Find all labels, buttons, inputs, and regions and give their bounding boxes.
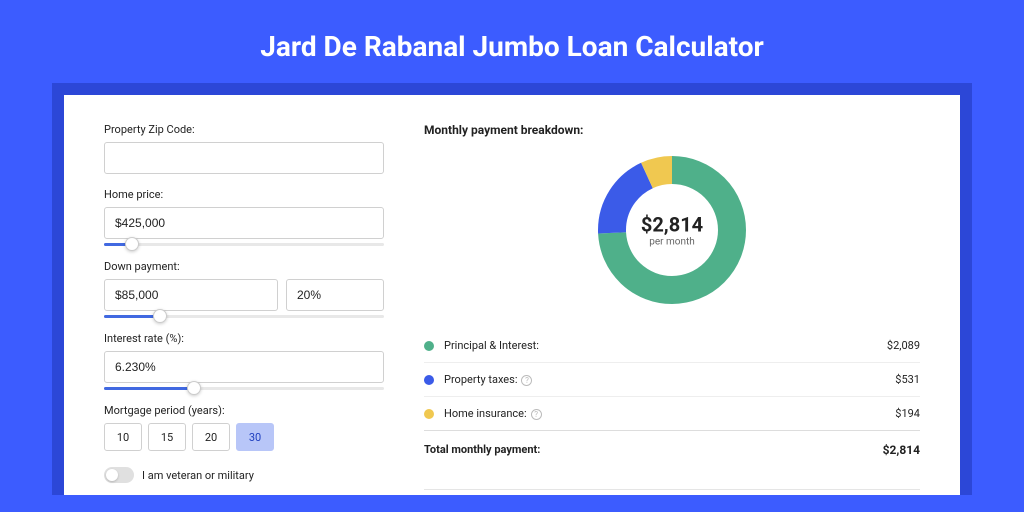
- breakdown-lines: Principal & Interest:$2,089Property taxe…: [424, 329, 920, 430]
- period-group: 10152030: [104, 423, 384, 451]
- breakdown-line: Home insurance:?$194: [424, 396, 920, 430]
- down-payment-pct-input[interactable]: [286, 279, 384, 311]
- legend-dot: [424, 375, 434, 385]
- info-icon[interactable]: ?: [521, 375, 532, 386]
- donut-wrap: $2,814 per month: [424, 155, 920, 305]
- period-btn-30[interactable]: 30: [236, 423, 274, 451]
- zip-field: Property Zip Code:: [104, 123, 384, 174]
- down-payment-input[interactable]: [104, 279, 278, 311]
- donut-sub: per month: [641, 237, 703, 248]
- toggle-knob: [106, 469, 118, 481]
- donut-chart: $2,814 per month: [597, 155, 747, 305]
- breakdown-panel: Monthly payment breakdown: $2,814 per mo…: [424, 123, 920, 495]
- down-payment-slider[interactable]: [104, 315, 384, 318]
- slider-thumb[interactable]: [187, 381, 201, 395]
- down-payment-label: Down payment:: [104, 260, 384, 273]
- breakdown-value: $531: [895, 373, 920, 386]
- home-price-field: Home price:: [104, 188, 384, 246]
- interest-field: Interest rate (%):: [104, 332, 384, 390]
- interest-label: Interest rate (%):: [104, 332, 384, 345]
- outer-frame: Property Zip Code: Home price: Down paym…: [52, 83, 972, 495]
- home-price-slider[interactable]: [104, 243, 384, 246]
- breakdown-value: $194: [895, 407, 920, 420]
- donut-amount: $2,814: [641, 213, 703, 237]
- slider-fill: [104, 315, 160, 318]
- form-panel: Property Zip Code: Home price: Down paym…: [104, 123, 384, 495]
- period-field: Mortgage period (years): 10152030: [104, 404, 384, 451]
- period-btn-20[interactable]: 20: [192, 423, 230, 451]
- calculator-card: Property Zip Code: Home price: Down paym…: [64, 95, 960, 495]
- legend-dot: [424, 341, 434, 351]
- page-root: Jard De Rabanal Jumbo Loan Calculator Pr…: [0, 0, 1024, 512]
- veteran-label: I am veteran or military: [142, 469, 254, 482]
- veteran-toggle[interactable]: [104, 467, 134, 483]
- info-icon[interactable]: ?: [531, 409, 542, 420]
- interest-input[interactable]: [104, 351, 384, 383]
- period-btn-10[interactable]: 10: [104, 423, 142, 451]
- home-price-label: Home price:: [104, 188, 384, 201]
- breakdown-line: Property taxes:?$531: [424, 362, 920, 396]
- breakdown-line: Principal & Interest:$2,089: [424, 329, 920, 362]
- page-title: Jard De Rabanal Jumbo Loan Calculator: [260, 30, 764, 63]
- slider-thumb[interactable]: [153, 309, 167, 323]
- period-label: Mortgage period (years):: [104, 404, 384, 417]
- amortization-section: Amortization for mortgage loan Amortizat…: [424, 489, 920, 495]
- breakdown-label: Property taxes:?: [444, 373, 895, 386]
- home-price-input[interactable]: [104, 207, 384, 239]
- breakdown-label: Principal & Interest:: [444, 339, 887, 352]
- breakdown-value: $2,089: [887, 339, 920, 352]
- period-btn-15[interactable]: 15: [148, 423, 186, 451]
- down-payment-field: Down payment:: [104, 260, 384, 318]
- slider-fill: [104, 387, 194, 390]
- legend-dot: [424, 409, 434, 419]
- zip-input[interactable]: [104, 142, 384, 174]
- total-label: Total monthly payment:: [424, 443, 883, 457]
- total-line: Total monthly payment: $2,814: [424, 430, 920, 469]
- veteran-row: I am veteran or military: [104, 467, 384, 483]
- slider-thumb[interactable]: [125, 237, 139, 251]
- down-payment-row: [104, 279, 384, 311]
- interest-slider[interactable]: [104, 387, 384, 390]
- zip-label: Property Zip Code:: [104, 123, 384, 136]
- donut-center: $2,814 per month: [641, 213, 703, 248]
- breakdown-label: Home insurance:?: [444, 407, 895, 420]
- breakdown-title: Monthly payment breakdown:: [424, 123, 920, 137]
- total-value: $2,814: [883, 443, 920, 457]
